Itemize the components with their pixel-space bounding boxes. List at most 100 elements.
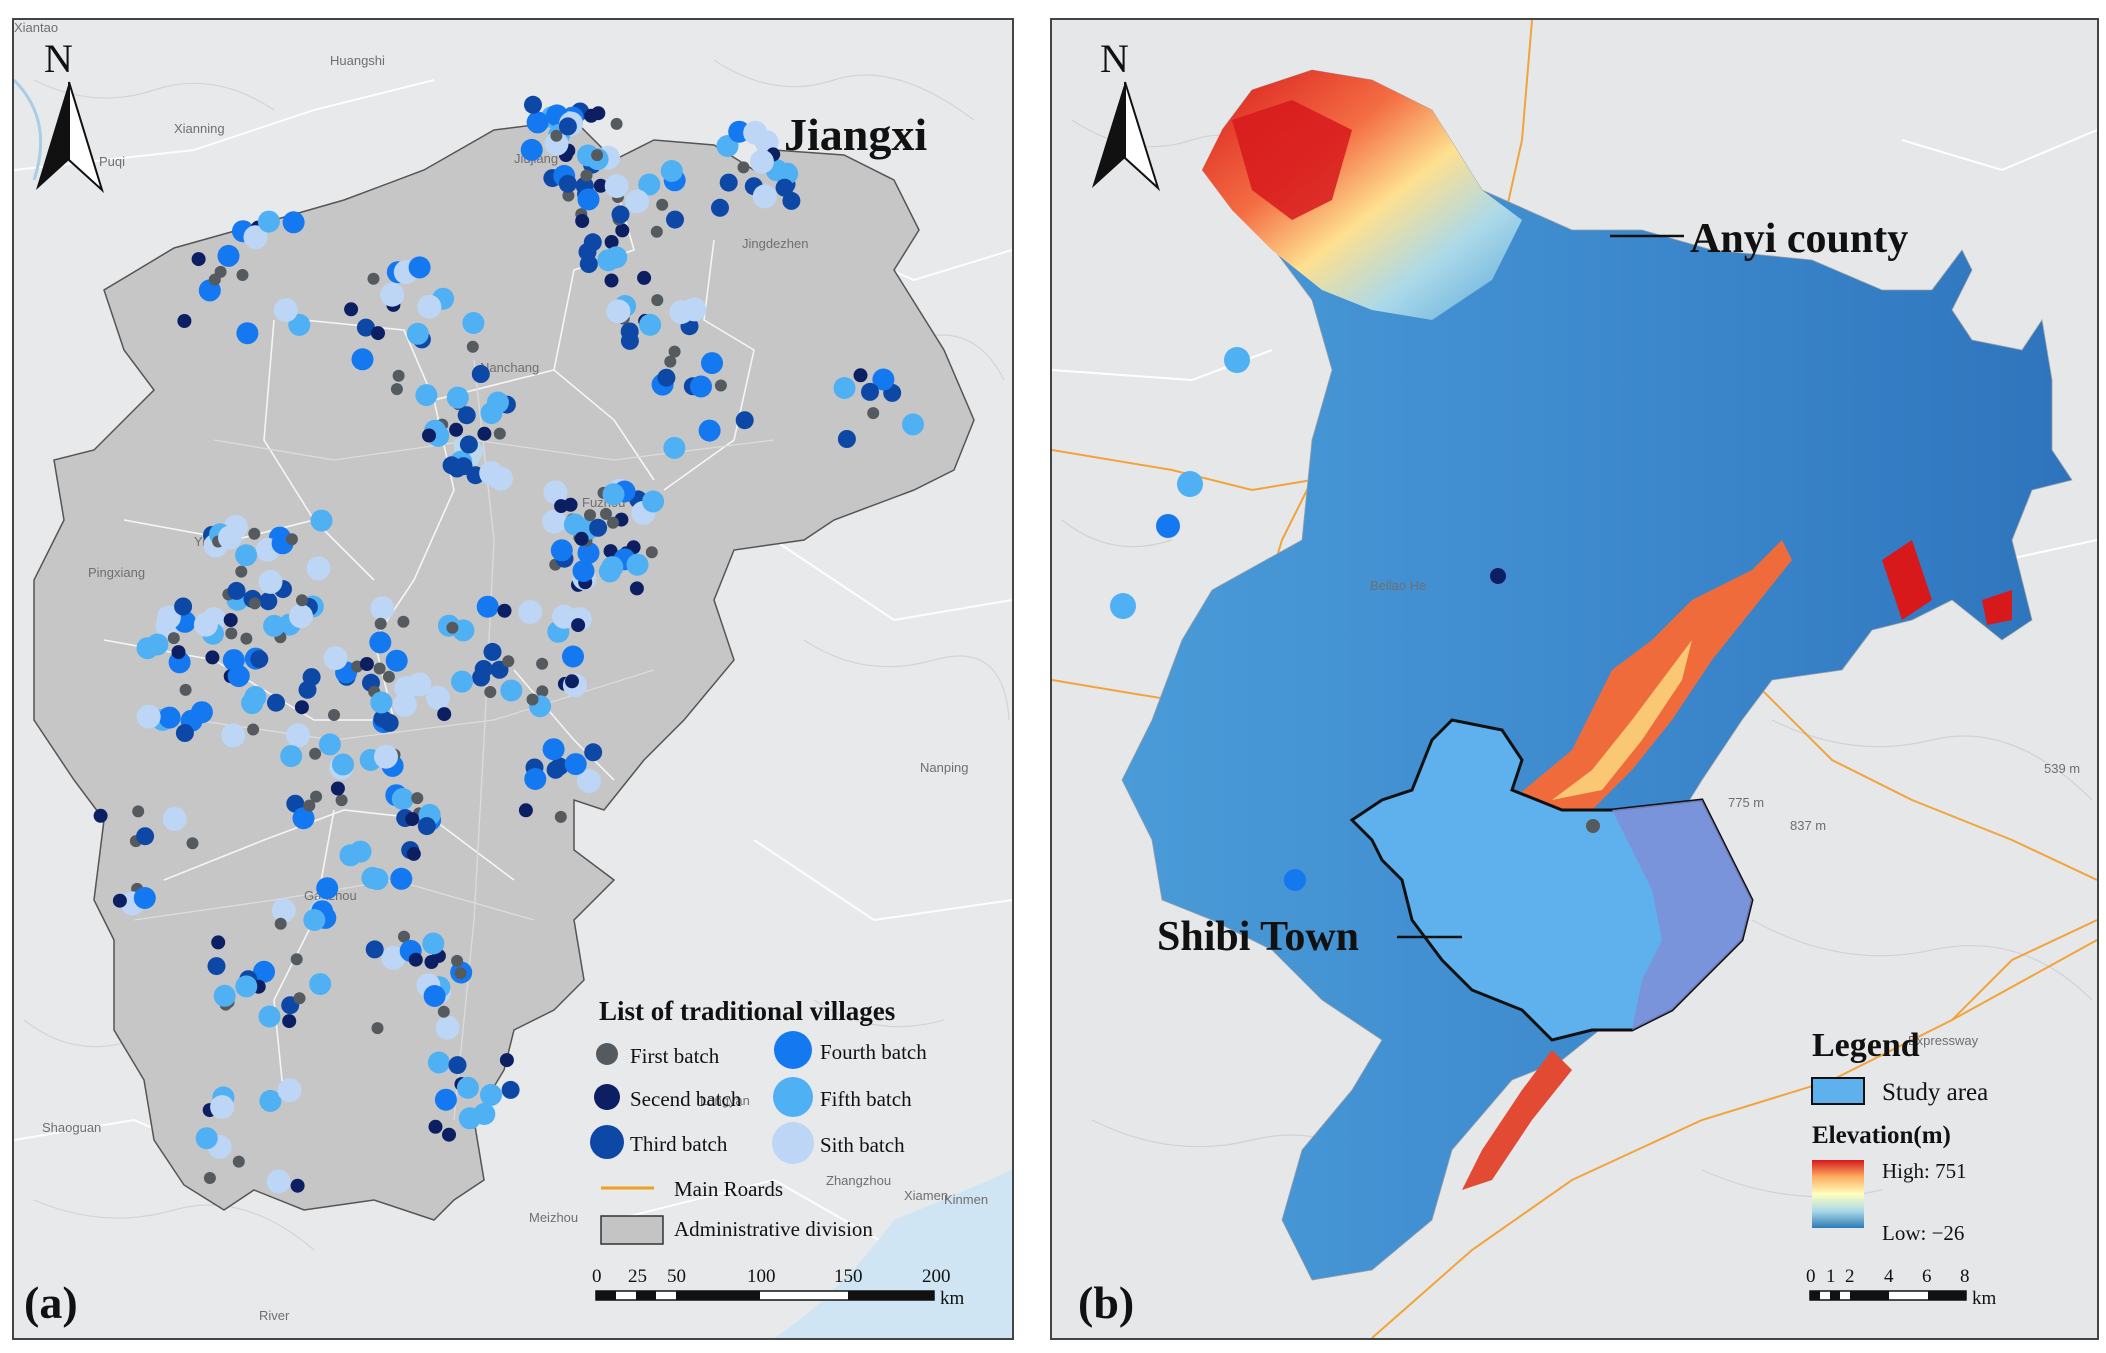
village-dot — [526, 693, 539, 706]
village-dot — [266, 1169, 291, 1194]
village-dot — [666, 210, 684, 229]
village-dot — [175, 724, 194, 742]
village-dot — [536, 685, 549, 698]
village-dot — [690, 375, 712, 398]
legend-study-area-label: Study area — [1882, 1079, 1988, 1106]
city-label: Xiantao — [14, 20, 58, 35]
village-dot — [578, 242, 597, 261]
village-dot — [479, 461, 504, 486]
village-dot — [442, 1127, 456, 1142]
village-dot — [589, 518, 608, 537]
village-dot — [620, 322, 639, 341]
village-dot — [611, 205, 630, 224]
southeast-ridge — [1512, 540, 1792, 810]
village-dot — [381, 946, 406, 970]
village-dot — [638, 173, 661, 196]
scale-tick-label: 0 — [1806, 1266, 1816, 1287]
village-dot — [437, 707, 452, 722]
village-dot — [373, 662, 386, 675]
city-label: Puqi — [99, 154, 125, 169]
village-dot — [625, 189, 650, 214]
village-dot — [637, 270, 652, 285]
village-dot — [422, 932, 445, 955]
village-dot — [499, 1053, 514, 1068]
village-dot — [607, 516, 619, 529]
north-label: N — [44, 36, 73, 81]
village-dot — [600, 507, 612, 520]
village-dot — [1224, 347, 1250, 373]
village-dot — [241, 692, 264, 715]
village-dot — [493, 427, 506, 440]
village-dot — [303, 799, 316, 812]
city-label: Nanchang — [480, 360, 539, 375]
village-dot — [406, 322, 429, 345]
village-dot — [390, 383, 403, 396]
panel-b-anyi-elevation-map: Anyi county Shibi Town Beilao He 775 m 8… — [1050, 18, 2099, 1340]
village-dot — [1110, 593, 1136, 619]
scale-tick-label: 0 — [592, 1266, 602, 1287]
village-dot — [584, 509, 596, 522]
village-dot — [698, 419, 721, 442]
village-dot — [112, 893, 127, 908]
village-dot — [867, 407, 880, 420]
village-dot — [604, 235, 619, 249]
village-dot — [598, 560, 621, 583]
village-dot — [571, 618, 586, 633]
village-dot — [564, 753, 587, 776]
village-dot — [271, 898, 296, 923]
village-dot — [663, 436, 686, 459]
map-label: 775 m — [1728, 795, 1764, 810]
village-dot — [591, 149, 604, 162]
village-dot — [749, 149, 774, 174]
village-dot — [171, 645, 186, 660]
village-dot — [323, 646, 348, 671]
village-dot — [282, 211, 305, 234]
village-dot — [605, 246, 628, 269]
village-dot — [593, 178, 608, 193]
city-label: Jingdezhen — [742, 236, 809, 251]
village-dot — [554, 499, 569, 514]
village-dot — [565, 674, 579, 689]
village-dot — [480, 1083, 502, 1106]
village-dot — [374, 617, 387, 630]
village-dot — [405, 812, 420, 827]
legend-division-swatch — [600, 1215, 664, 1245]
village-dot — [610, 117, 623, 130]
village-dot — [577, 542, 600, 564]
village-dot — [361, 866, 384, 889]
village-dot — [280, 745, 303, 768]
legend-label-first: First batch — [630, 1044, 720, 1068]
village-dot — [248, 527, 261, 540]
village-dot — [258, 569, 283, 594]
village-dot — [524, 768, 547, 790]
village-dot — [232, 1155, 245, 1168]
village-dot — [359, 657, 374, 671]
village-dot — [156, 605, 181, 630]
scale-tick-label: 200 — [922, 1266, 951, 1287]
village-dot — [576, 769, 601, 793]
city-label: Huangshi — [330, 53, 385, 68]
north-arrow-icon: N — [1092, 36, 1161, 192]
village-dot — [302, 668, 321, 687]
panel-label-a: (a) — [24, 1277, 78, 1328]
village-dot — [349, 840, 372, 863]
village-dot — [217, 244, 240, 267]
village-dot — [277, 1078, 302, 1103]
village-dot — [664, 355, 677, 368]
village-dot — [558, 117, 577, 136]
village-dot — [236, 269, 249, 281]
village-dot — [292, 807, 315, 830]
village-dot — [316, 877, 339, 900]
village-dot — [356, 318, 375, 337]
village-dot — [179, 683, 192, 696]
village-dot — [476, 595, 499, 618]
village-dot — [424, 955, 439, 969]
legend-study-area-swatch — [1811, 1077, 1865, 1105]
village-dot — [486, 391, 509, 414]
village-dot — [562, 645, 584, 668]
village-dot — [1284, 869, 1306, 891]
village-dot — [370, 596, 395, 621]
village-dot — [371, 1022, 384, 1035]
village-dot — [552, 604, 577, 629]
village-dot — [332, 753, 354, 776]
